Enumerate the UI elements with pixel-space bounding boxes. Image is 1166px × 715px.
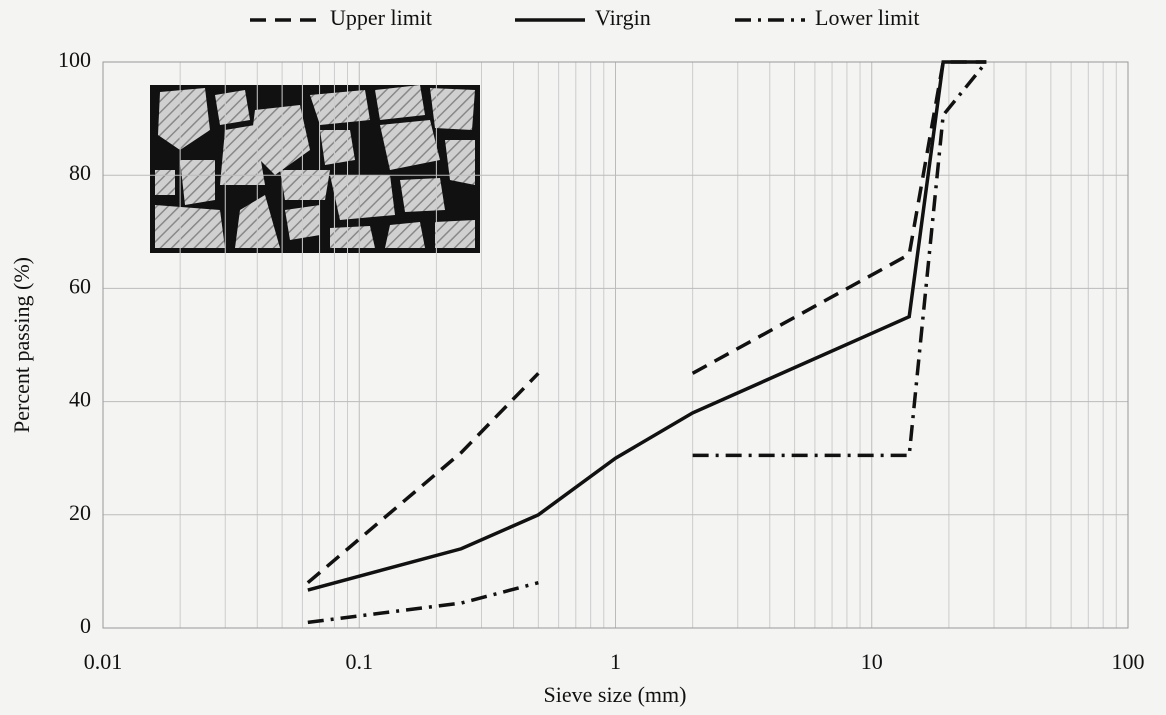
x-tick-label: 0.01 (84, 649, 123, 674)
x-axis-label: Sieve size (mm) (544, 682, 687, 707)
y-tick-label: 60 (69, 273, 91, 298)
y-tick-label: 0 (80, 613, 91, 638)
x-tick-label: 1 (610, 649, 621, 674)
aggregate-image (150, 85, 480, 253)
legend-label: Upper limit (330, 5, 432, 30)
series-line (307, 60, 988, 625)
legend-label: Virgin (595, 5, 651, 30)
legend-label: Lower limit (815, 5, 919, 30)
y-axis-label: Percent passing (%) (9, 257, 34, 433)
x-tick-label: 100 (1112, 649, 1145, 674)
y-tick-label: 100 (58, 47, 91, 72)
plot-frame (102, 61, 1129, 629)
x-tick-label: 10 (861, 649, 883, 674)
y-tick-label: 80 (69, 160, 91, 185)
series-line (307, 60, 987, 592)
y-tick-label: 40 (69, 387, 91, 412)
y-tick-label: 20 (69, 500, 91, 525)
x-tick-label: 0.1 (346, 649, 374, 674)
